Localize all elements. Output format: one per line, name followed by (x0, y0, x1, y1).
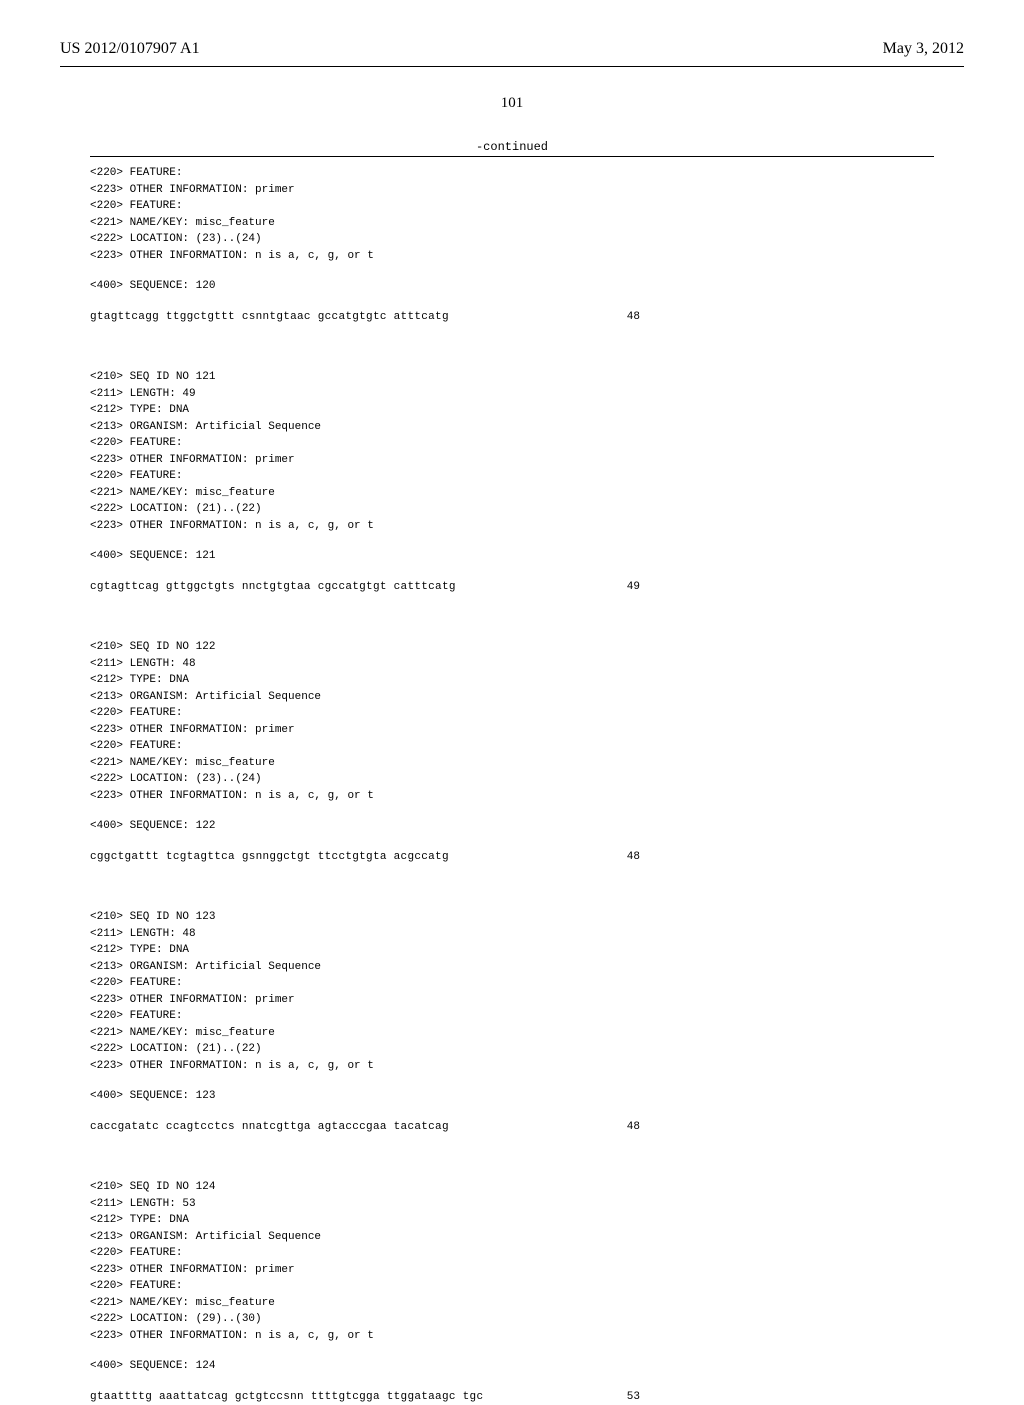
sequence-header-line: <220> FEATURE: (90, 1008, 934, 1025)
publication-number: US 2012/0107907 A1 (60, 40, 200, 58)
sequence-header-line: <211> LENGTH: 49 (90, 386, 934, 403)
sequence-label: <400> SEQUENCE: 121 (90, 548, 934, 565)
content-top-divider (90, 156, 934, 157)
sequence-label: <400> SEQUENCE: 120 (90, 278, 934, 295)
sequence-header-line: <220> FEATURE: (90, 975, 934, 992)
spacer (90, 1105, 934, 1119)
spacer (90, 534, 934, 548)
sequence-text: gtaattttg aaattatcag gctgtccsnn ttttgtcg… (90, 1389, 483, 1405)
sequence-header-line: <220> FEATURE: (90, 738, 934, 755)
sequence-header-line: <221> NAME/KEY: misc_feature (90, 755, 934, 772)
sequence-header-line: <222> LOCATION: (29)..(30) (90, 1311, 934, 1328)
spacer (90, 1344, 934, 1358)
sequence-header-line: <220> FEATURE: (90, 435, 934, 452)
sequence-header-line: <211> LENGTH: 53 (90, 1196, 934, 1213)
sequence-data-row: cgtagttcag gttggctgts nnctgtgtaa cgccatg… (90, 579, 640, 596)
spacer (90, 295, 934, 309)
sequence-header-line: <212> TYPE: DNA (90, 942, 934, 959)
sequence-header-line: <220> FEATURE: (90, 705, 934, 722)
sequence-header-line: <212> TYPE: DNA (90, 1212, 934, 1229)
sequence-header-line: <221> NAME/KEY: misc_feature (90, 1025, 934, 1042)
sequence-block: <210> SEQ ID NO 122<211> LENGTH: 48<212>… (90, 639, 934, 893)
sequence-header-line: <212> TYPE: DNA (90, 672, 934, 689)
sequence-text: gtagttcagg ttggctgttt csnntgtaac gccatgt… (90, 309, 449, 326)
spacer (90, 1149, 934, 1163)
sequence-text: caccgatatc ccagtcctcs nnatcgttga agtaccc… (90, 1119, 449, 1136)
sequence-header-line: <212> TYPE: DNA (90, 402, 934, 419)
page-number: 101 (0, 95, 1024, 112)
sequence-header-line: <223> OTHER INFORMATION: primer (90, 1262, 934, 1279)
sequence-header-line: <213> ORGANISM: Artificial Sequence (90, 959, 934, 976)
sequence-count: 53 (627, 1389, 640, 1405)
sequence-header-line: <221> NAME/KEY: misc_feature (90, 215, 934, 232)
spacer (90, 804, 934, 818)
sequence-header-line: <223> OTHER INFORMATION: n is a, c, g, o… (90, 788, 934, 805)
sequence-header-line: <220> FEATURE: (90, 198, 934, 215)
sequence-header-line: <213> ORGANISM: Artificial Sequence (90, 1229, 934, 1246)
spacer (90, 1375, 934, 1389)
sequence-header-line: <223> OTHER INFORMATION: n is a, c, g, o… (90, 248, 934, 265)
sequence-header-line: <222> LOCATION: (21)..(22) (90, 1041, 934, 1058)
sequence-header-line: <221> NAME/KEY: misc_feature (90, 485, 934, 502)
continued-label: -continued (0, 140, 1024, 154)
sequence-data-row: cggctgattt tcgtagttca gsnnggctgt ttcctgt… (90, 849, 640, 866)
sequence-header-line: <210> SEQ ID NO 123 (90, 909, 934, 926)
sequence-header-line: <220> FEATURE: (90, 165, 934, 182)
sequence-count: 48 (627, 1119, 640, 1136)
spacer (90, 595, 934, 609)
sequence-label: <400> SEQUENCE: 123 (90, 1088, 934, 1105)
spacer (90, 1074, 934, 1088)
sequence-header-line: <220> FEATURE: (90, 1278, 934, 1295)
sequence-header-line: <223> OTHER INFORMATION: n is a, c, g, o… (90, 518, 934, 535)
sequence-header-line: <223> OTHER INFORMATION: primer (90, 452, 934, 469)
sequence-label: <400> SEQUENCE: 124 (90, 1358, 934, 1375)
spacer (90, 339, 934, 353)
sequence-header-line: <220> FEATURE: (90, 468, 934, 485)
sequence-header-line: <223> OTHER INFORMATION: n is a, c, g, o… (90, 1328, 934, 1345)
sequence-header-line: <222> LOCATION: (23)..(24) (90, 231, 934, 248)
spacer (90, 835, 934, 849)
sequence-text: cggctgattt tcgtagttca gsnnggctgt ttcctgt… (90, 849, 449, 866)
spacer (90, 264, 934, 278)
sequence-count: 48 (627, 849, 640, 866)
sequence-header-line: <211> LENGTH: 48 (90, 656, 934, 673)
header-divider (60, 66, 964, 67)
sequence-block: <210> SEQ ID NO 123<211> LENGTH: 48<212>… (90, 909, 934, 1163)
sequence-header-line: <223> OTHER INFORMATION: primer (90, 722, 934, 739)
sequence-header-line: <213> ORGANISM: Artificial Sequence (90, 419, 934, 436)
sequence-header-line: <210> SEQ ID NO 124 (90, 1179, 934, 1196)
sequence-text: cgtagttcag gttggctgts nnctgtgtaa cgccatg… (90, 579, 456, 596)
spacer (90, 865, 934, 879)
sequence-header-line: <213> ORGANISM: Artificial Sequence (90, 689, 934, 706)
sequence-listing-content: <220> FEATURE:<223> OTHER INFORMATION: p… (0, 165, 1024, 1405)
sequence-data-row: gtagttcagg ttggctgttt csnntgtaac gccatgt… (90, 309, 640, 326)
document-header: US 2012/0107907 A1 May 3, 2012 (0, 0, 1024, 66)
sequence-header-line: <211> LENGTH: 48 (90, 926, 934, 943)
publication-date: May 3, 2012 (883, 40, 964, 58)
sequence-header-line: <223> OTHER INFORMATION: primer (90, 182, 934, 199)
sequence-header-line: <210> SEQ ID NO 121 (90, 369, 934, 386)
sequence-header-line: <223> OTHER INFORMATION: n is a, c, g, o… (90, 1058, 934, 1075)
spacer (90, 565, 934, 579)
sequence-header-line: <220> FEATURE: (90, 1245, 934, 1262)
spacer (90, 879, 934, 893)
spacer (90, 1135, 934, 1149)
sequence-block: <220> FEATURE:<223> OTHER INFORMATION: p… (90, 165, 934, 353)
sequence-header-line: <223> OTHER INFORMATION: primer (90, 992, 934, 1009)
sequence-label: <400> SEQUENCE: 122 (90, 818, 934, 835)
spacer (90, 325, 934, 339)
spacer (90, 609, 934, 623)
sequence-count: 49 (627, 579, 640, 596)
sequence-data-row: caccgatatc ccagtcctcs nnatcgttga agtaccc… (90, 1119, 640, 1136)
sequence-header-line: <222> LOCATION: (23)..(24) (90, 771, 934, 788)
sequence-block: <210> SEQ ID NO 121<211> LENGTH: 49<212>… (90, 369, 934, 623)
sequence-header-line: <221> NAME/KEY: misc_feature (90, 1295, 934, 1312)
sequence-count: 48 (627, 309, 640, 326)
sequence-block: <210> SEQ ID NO 124<211> LENGTH: 53<212>… (90, 1179, 934, 1405)
sequence-header-line: <222> LOCATION: (21)..(22) (90, 501, 934, 518)
sequence-data-row: gtaattttg aaattatcag gctgtccsnn ttttgtcg… (90, 1389, 640, 1405)
sequence-header-line: <210> SEQ ID NO 122 (90, 639, 934, 656)
